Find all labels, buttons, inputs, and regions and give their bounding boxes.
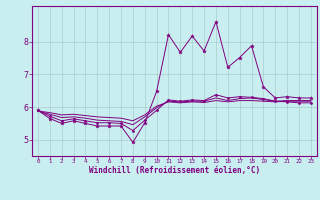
X-axis label: Windchill (Refroidissement éolien,°C): Windchill (Refroidissement éolien,°C) xyxy=(89,166,260,175)
